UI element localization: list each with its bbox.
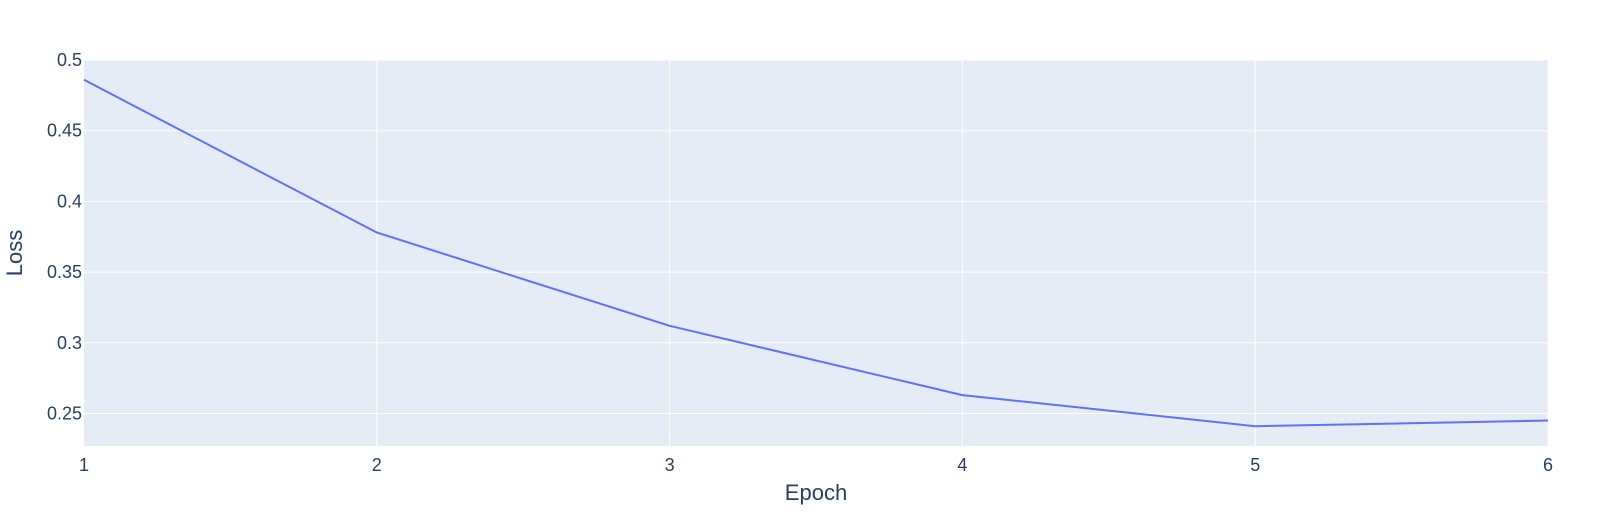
y-tick-label: 0.45 [47,121,82,141]
series-layer [83,78,1549,428]
x-tick-label: 6 [1543,455,1553,475]
y-tick-label: 0.25 [47,403,82,423]
gridlines [84,59,1549,446]
x-tick-label: 2 [372,455,382,475]
y-tick-label: 0.4 [57,191,82,211]
x-tick-label: 4 [957,455,967,475]
x-tick-label: 3 [665,455,675,475]
y-tick-label: 0.5 [57,50,82,70]
x-tick-label: 1 [79,455,89,475]
y-tick-label: 0.3 [57,333,82,353]
series-line [83,78,1549,428]
y-axis-title: Loss [2,230,27,276]
x-tick-label: 5 [1250,455,1260,475]
plot-area [84,60,1548,446]
tick-labels: 1 2 3 4 5 6 0.25 0.3 0.35 0.4 0.45 0.5 [47,50,1553,475]
y-tick-label: 0.35 [47,262,82,282]
x-axis-title: Epoch [785,480,847,505]
